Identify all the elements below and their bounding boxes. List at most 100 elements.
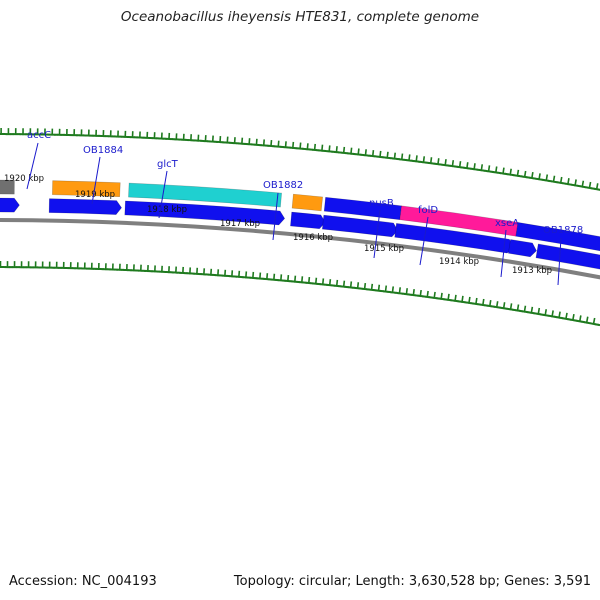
major-tick: [558, 311, 561, 319]
major-tick: [293, 275, 297, 283]
major-tick: [377, 284, 381, 292]
outer-tick-marks: [0, 128, 600, 191]
gene-label-fold: folD: [418, 205, 438, 216]
major-tick: [307, 276, 311, 285]
major-tick: [233, 137, 236, 145]
major-tick: [523, 170, 527, 179]
major-tick: [481, 298, 485, 307]
gene-nusb: [291, 193, 323, 212]
major-tick: [335, 146, 338, 154]
major-tick: [265, 273, 269, 281]
major-tick: [585, 316, 589, 324]
major-tick: [559, 176, 563, 184]
major-tick: [244, 271, 248, 279]
major-tick: [255, 138, 258, 146]
major-tick: [516, 304, 520, 312]
major-tick: [277, 140, 280, 148]
major-tick: [516, 169, 520, 177]
gene-label-ob1882: OB1882: [263, 180, 303, 191]
major-tick: [300, 276, 304, 284]
major-tick: [335, 279, 339, 287]
major-tick: [284, 141, 287, 149]
major-tick: [230, 270, 234, 278]
major-tick: [364, 149, 367, 157]
cds-arrow: [535, 243, 600, 270]
major-tick: [262, 139, 266, 147]
gene-label-leader: [557, 237, 562, 286]
major-tick: [509, 168, 512, 176]
major-tick: [412, 289, 415, 297]
major-tick: [451, 160, 455, 168]
gene-label-glct: glcT: [157, 159, 179, 170]
major-tick: [306, 143, 309, 151]
major-tick: [564, 312, 568, 320]
gene-label-ob1878: OB1878: [543, 225, 583, 236]
gene-label-leader: [272, 192, 279, 241]
major-tick: [400, 153, 404, 161]
kbp-label: 1916 kbp: [293, 233, 333, 243]
major-tick: [342, 280, 346, 288]
accession-text: Accession: NC_004193: [9, 574, 157, 589]
major-tick: [349, 281, 353, 289]
major-tick: [588, 181, 592, 190]
inner-tick-marks: [0, 261, 600, 327]
major-tick: [223, 269, 227, 277]
major-tick: [494, 166, 498, 174]
major-tick: [237, 270, 241, 278]
gene-label-leader: [158, 170, 168, 219]
major-tick: [272, 273, 276, 281]
major-tick: [405, 288, 408, 296]
major-tick: [291, 141, 295, 149]
major-tick: [398, 287, 402, 295]
gene-label-leader: [26, 142, 39, 190]
gene-label-leader: [500, 229, 507, 278]
major-tick: [422, 156, 426, 164]
major-tick: [595, 183, 599, 191]
cds-arrow: [48, 198, 122, 215]
cds-arrow: [507, 239, 537, 258]
major-tick: [321, 278, 325, 286]
major-tick: [314, 277, 318, 285]
major-tick: [379, 150, 382, 158]
major-tick: [566, 178, 570, 186]
major-tick: [537, 307, 541, 316]
gene-label-leader: [91, 156, 101, 205]
major-tick: [488, 299, 492, 308]
major-tick: [465, 162, 469, 170]
gene-label-accc: accC: [27, 130, 51, 141]
kbp-label: 1917 kbp: [220, 219, 260, 229]
major-tick: [495, 301, 499, 309]
major-tick: [474, 297, 478, 306]
major-tick: [581, 180, 585, 188]
gene-glct: [52, 180, 121, 198]
major-tick: [592, 317, 596, 326]
major-tick: [502, 167, 505, 175]
gene-label-leader: [373, 209, 381, 259]
major-tick: [321, 144, 324, 152]
feature-labels: 1920 kbp 1919 kbp 1918 kbp 1917 kbp 1916 kbp…: [4, 130, 583, 286]
major-tick: [544, 309, 548, 317]
kbp-label: 1914 kbp: [439, 257, 479, 267]
genome-backbone: [0, 218, 600, 280]
major-tick: [574, 179, 577, 187]
major-tick: [440, 292, 443, 300]
topology-text: Topology: circular; Length: 3,630,528 bp…: [233, 574, 591, 589]
major-tick: [509, 303, 513, 311]
major-tick: [313, 143, 317, 152]
major-tick: [551, 310, 554, 318]
major-tick: [487, 165, 491, 173]
kbp-label: 1919 kbp: [75, 190, 115, 200]
major-tick: [357, 148, 360, 156]
major-tick: [328, 279, 332, 287]
major-tick: [370, 283, 374, 291]
major-tick: [363, 282, 367, 291]
major-tick: [538, 173, 541, 181]
major-tick: [342, 146, 346, 154]
major-tick: [299, 142, 302, 150]
major-tick: [371, 150, 375, 158]
kbp-label: 1920 kbp: [4, 174, 44, 184]
major-tick: [415, 155, 418, 163]
major-tick: [328, 145, 331, 153]
major-tick: [468, 296, 471, 304]
